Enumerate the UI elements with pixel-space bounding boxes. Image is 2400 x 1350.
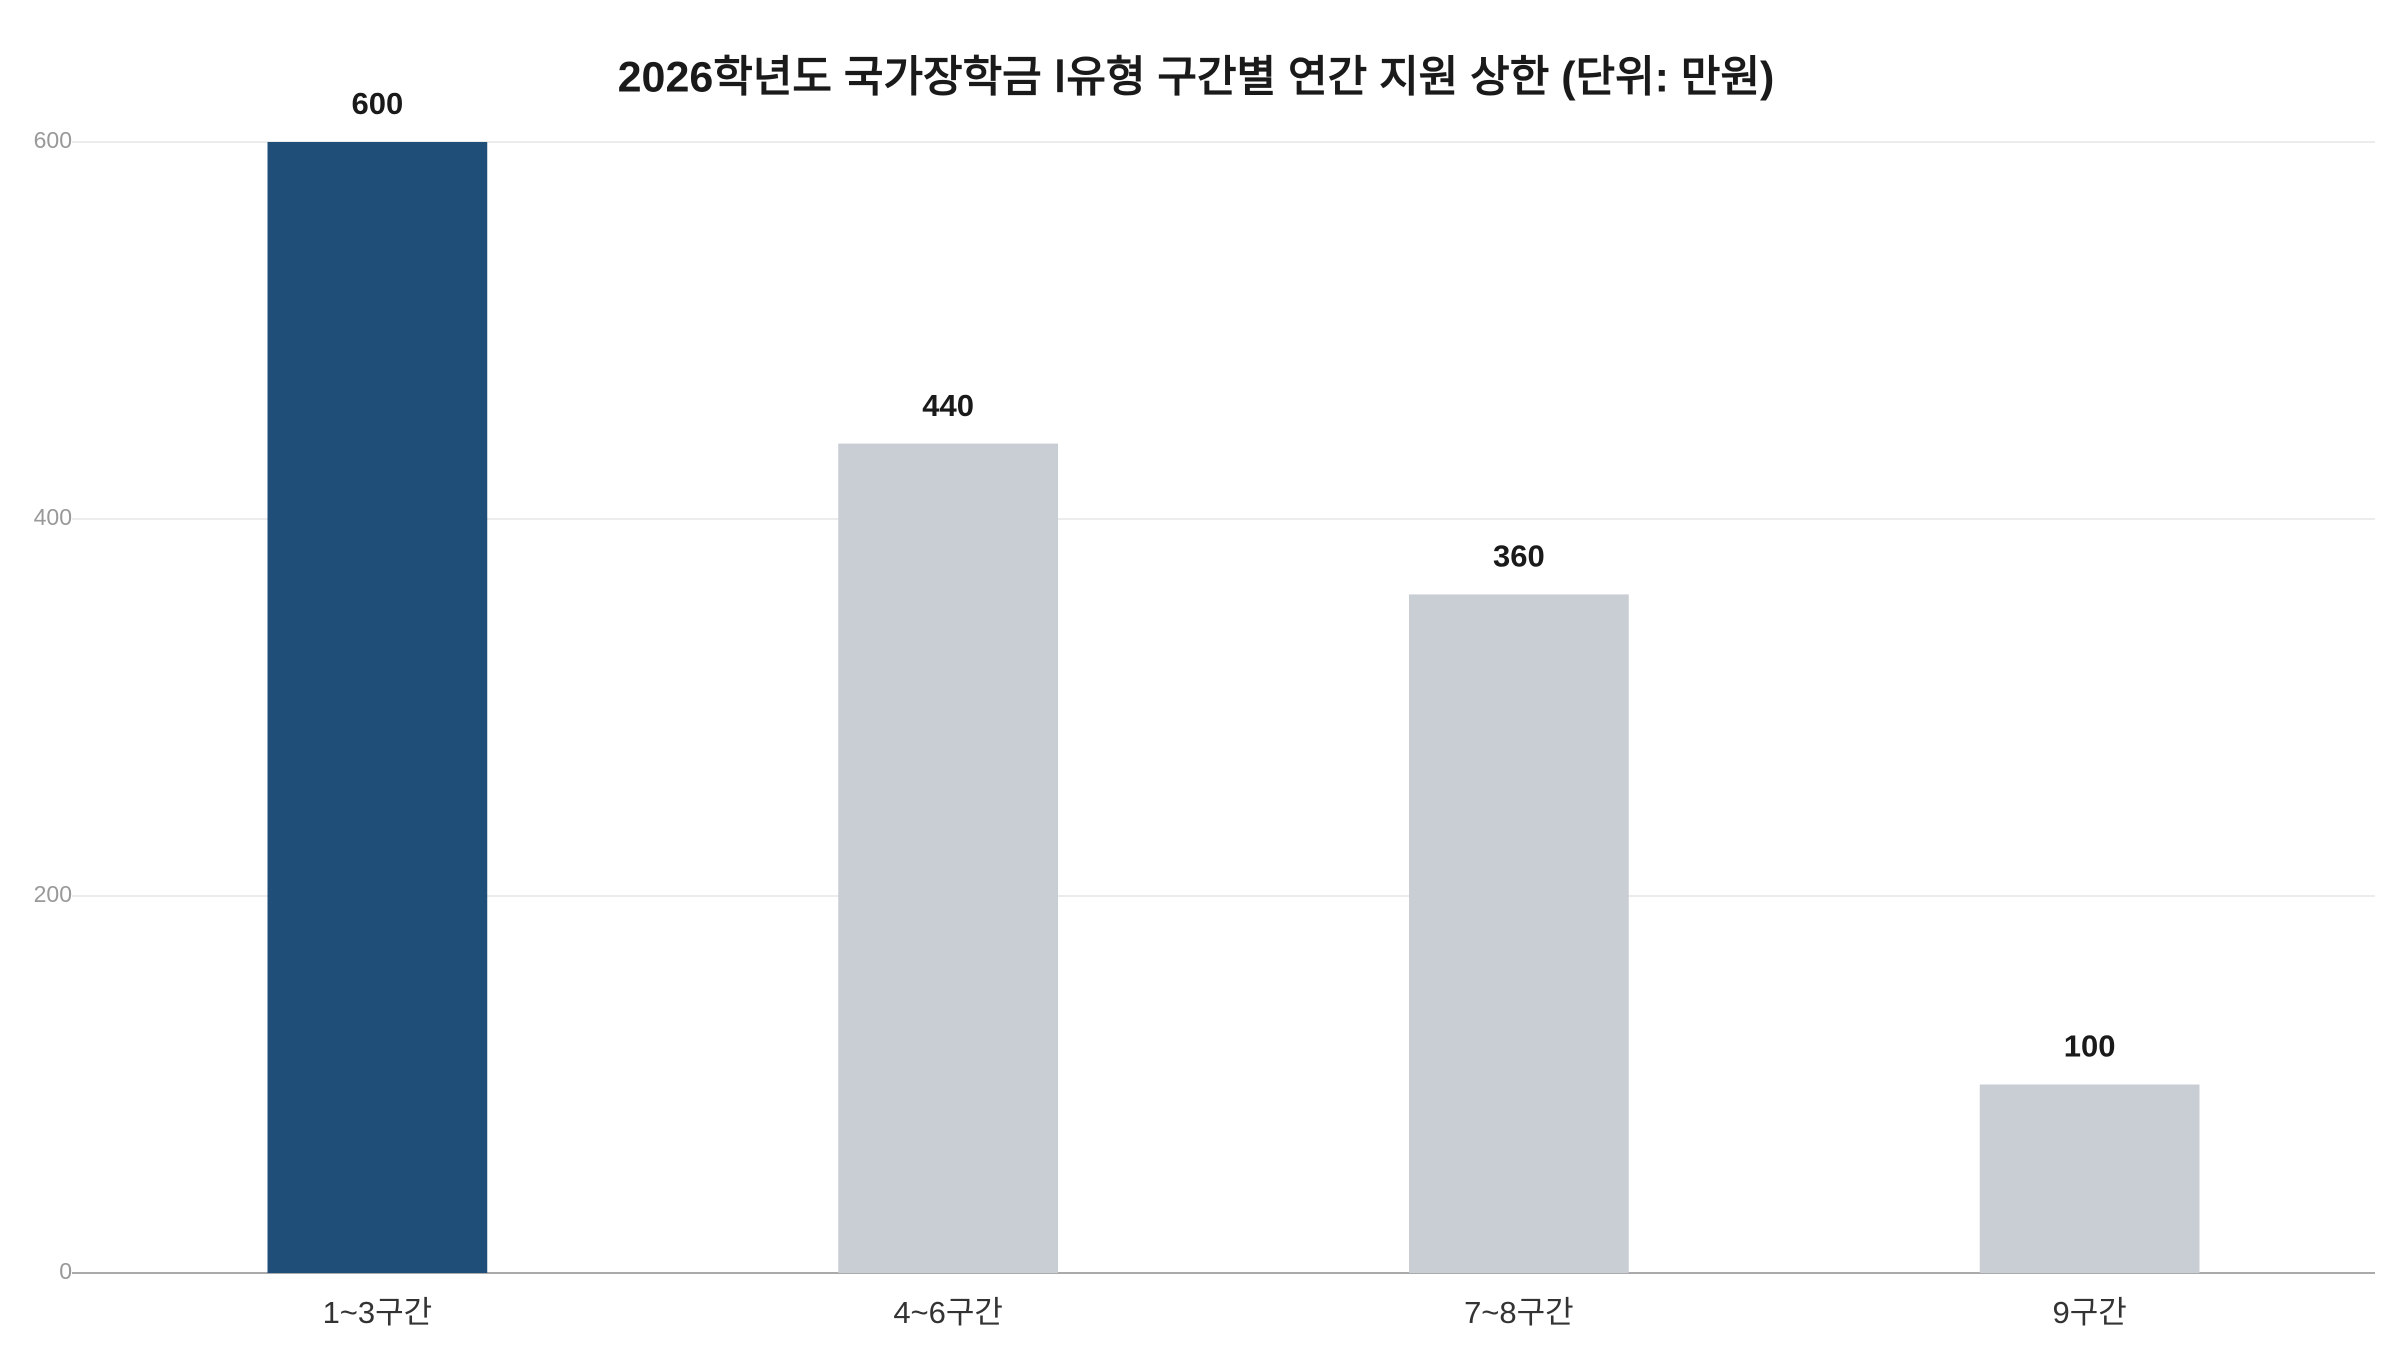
y-tick-label: 200 [34, 881, 72, 907]
value-label: 360 [1493, 539, 1545, 574]
bar [1409, 594, 1629, 1273]
value-label: 100 [2064, 1029, 2116, 1064]
x-tick-label: 7~8구간 [1464, 1295, 1574, 1330]
bar [838, 443, 1058, 1274]
y-tick-label: 600 [34, 127, 72, 153]
x-tick-label: 1~3구간 [323, 1295, 433, 1330]
chart-title: 2026학년도 국가장학금 Ⅰ유형 구간별 연간 지원 상한 (단위: 만원) [618, 53, 1775, 101]
bar [267, 142, 488, 1273]
y-tick-label: 400 [34, 504, 72, 530]
x-tick-label: 9구간 [2052, 1295, 2126, 1330]
y-tick-label: 0 [59, 1258, 72, 1284]
value-label: 600 [352, 86, 404, 121]
bar [1979, 1084, 2200, 1273]
value-label: 440 [922, 388, 974, 423]
x-tick-label: 4~6구간 [893, 1295, 1003, 1330]
